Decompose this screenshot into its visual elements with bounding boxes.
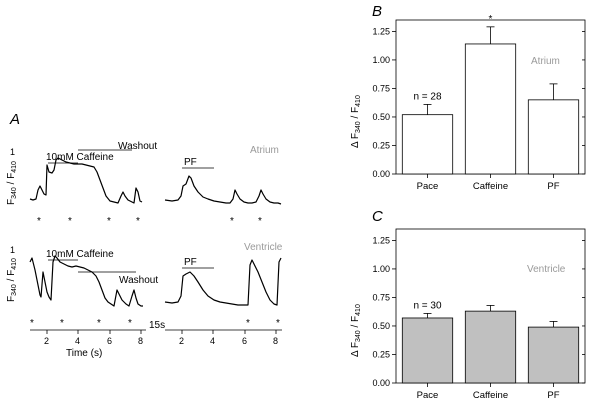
y-tick-label: 0.75 <box>372 292 390 302</box>
stim-mark: * <box>60 318 64 329</box>
panel-a: A 1 F340 / F410 10mM Caffeine Washout PF… <box>6 111 283 359</box>
atrium-washout-label: Washout <box>118 141 157 152</box>
ventricle-trace-pf <box>164 257 282 306</box>
stim-mark: * <box>107 216 111 227</box>
stim-mark: * <box>30 318 34 329</box>
x-tick-label: PF <box>547 390 559 401</box>
atrium-row-label: Atrium <box>250 145 279 156</box>
stim-mark: * <box>68 216 72 227</box>
time-break-label: 15s <box>149 320 165 331</box>
x-tick-label: 6 <box>107 336 112 346</box>
bar <box>401 317 454 384</box>
bar <box>464 310 517 384</box>
x-tick-label: Pace <box>417 390 439 401</box>
ventricle-caffeine-label: 10mM Caffeine <box>46 249 114 260</box>
x-tick-label: PF <box>547 181 559 192</box>
y-tick-label: 0.50 <box>372 112 390 122</box>
ventricle-pf-label: PF <box>184 257 197 268</box>
y-tick-label: 1.00 <box>372 55 390 65</box>
ventricle-row: 1 F340 / F410 10mM Caffeine Washout PF V… <box>6 242 283 329</box>
ventricle-trace-caffeine <box>29 255 143 307</box>
bar <box>401 114 454 175</box>
stim-mark: * <box>230 216 234 227</box>
atrium-y-tick: 1 <box>10 147 15 157</box>
chart-legend-label: Atrium <box>531 56 560 67</box>
stim-mark: * <box>246 318 250 329</box>
x-tick-label: 4 <box>75 336 80 346</box>
bar-annotation: n = 28 <box>413 91 442 102</box>
bar <box>527 99 580 175</box>
y-tick-label: 0.25 <box>372 140 390 150</box>
bar-chart-ventricle: 0.00 0.25 0.50 0.75 1.00 1.25 Pace Caffeine PF n … <box>372 228 586 401</box>
ventricle-washout-label: Washout <box>119 275 158 286</box>
panel-b: B Δ F340 / F410 0.00 0.25 0.50 0.75 1.00 1.25… <box>350 3 586 192</box>
y-tick-label: 0.00 <box>372 169 390 179</box>
x-tick-label: Caffeine <box>473 390 508 401</box>
x-tick-label: 8 <box>273 336 278 346</box>
panel-c: C Δ F340 / F410 0.00 0.25 0.50 0.75 1.00 1.25… <box>350 208 586 401</box>
stim-mark: * <box>37 216 41 227</box>
y-tick-label: 1.25 <box>372 235 390 245</box>
ventricle-y-tick: 1 <box>10 245 15 255</box>
ventricle-y-axis-label: F340 / F410 <box>6 258 18 302</box>
y-tick-label: 0.50 <box>372 321 390 331</box>
atrium-pf-label: PF <box>184 157 197 168</box>
panel-c-letter: C <box>372 208 383 225</box>
x-tick-label: Caffeine <box>473 181 508 192</box>
atrium-row: 1 F340 / F410 10mM Caffeine Washout PF A… <box>6 141 282 227</box>
panel-a-letter: A <box>9 111 20 128</box>
stim-mark: * <box>97 318 101 329</box>
atrium-trace-pf <box>164 175 282 205</box>
y-tick-label: 0.00 <box>372 378 390 388</box>
panel-a-time-axis: 2 4 6 8 2 4 6 8 15s Time (s) <box>30 320 282 359</box>
panel-b-letter: B <box>372 3 382 20</box>
x-tick-label: 4 <box>210 336 215 346</box>
atrium-caffeine-label: 10mM Caffeine <box>46 152 114 163</box>
stim-mark: * <box>258 216 262 227</box>
y-tick-label: 1.25 <box>372 26 390 36</box>
x-tick-label: 8 <box>138 336 143 346</box>
ventricle-stim-marks: * * * * * * <box>30 318 280 329</box>
x-tick-label: 2 <box>44 336 49 346</box>
chart-legend-label: Ventricle <box>527 264 566 275</box>
atrium-stim-marks: * * * * * * <box>37 216 262 227</box>
panel-c-y-axis-label: Δ F340 / F410 <box>350 304 362 357</box>
bar-chart-atrium: 0.00 0.25 0.50 0.75 1.00 1.25 Pace Caffeine PF n … <box>372 14 586 192</box>
y-tick-label: 0.75 <box>372 83 390 93</box>
bar-annotation: n = 30 <box>413 300 442 311</box>
y-tick-label: 1.00 <box>372 264 390 274</box>
bar-annotation: * <box>489 14 493 25</box>
x-tick-label: 6 <box>242 336 247 346</box>
atrium-trace-caffeine <box>29 157 143 204</box>
bar <box>527 326 580 384</box>
atrium-y-axis-label: F340 / F410 <box>6 161 18 205</box>
ventricle-row-label: Ventricle <box>244 242 283 253</box>
y-tick-label: 0.25 <box>372 349 390 359</box>
x-tick-label: Pace <box>417 181 439 192</box>
panel-b-y-axis-label: Δ F340 / F410 <box>350 95 362 148</box>
stim-mark: * <box>136 216 140 227</box>
stim-mark: * <box>128 318 132 329</box>
bar <box>464 43 517 175</box>
stim-mark: * <box>276 318 280 329</box>
x-tick-label: 2 <box>179 336 184 346</box>
time-axis-label: Time (s) <box>66 348 102 359</box>
